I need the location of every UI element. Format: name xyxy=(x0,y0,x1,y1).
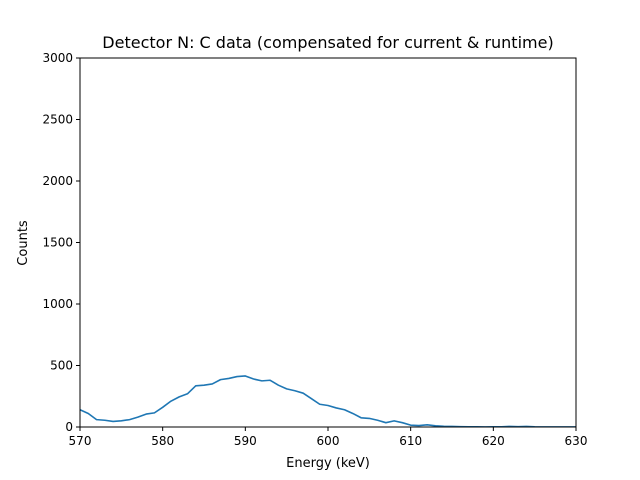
x-tick-label: 580 xyxy=(151,434,174,448)
y-tick-label: 3000 xyxy=(42,51,73,65)
x-tick-label: 630 xyxy=(565,434,588,448)
chart-title: Detector N: C data (compensated for curr… xyxy=(102,33,553,52)
y-tick-label: 1500 xyxy=(42,236,73,250)
x-tick-label: 570 xyxy=(69,434,92,448)
x-axis: 570 580 590 600 610 620 630 xyxy=(69,427,588,448)
y-tick-label: 0 xyxy=(65,420,73,434)
y-tick-label: 2000 xyxy=(42,174,73,188)
x-tick-label: 600 xyxy=(317,434,340,448)
y-axis: 0 500 1000 1500 2000 2500 3000 xyxy=(42,51,80,434)
y-tick-label: 2500 xyxy=(42,113,73,127)
y-tick-label: 1000 xyxy=(42,297,73,311)
y-axis-label: Counts xyxy=(16,220,31,266)
x-tick-label: 620 xyxy=(482,434,505,448)
y-tick-label: 500 xyxy=(50,359,73,373)
x-axis-label: Energy (keV) xyxy=(286,456,370,471)
x-tick-label: 610 xyxy=(399,434,422,448)
x-tick-label: 590 xyxy=(234,434,257,448)
